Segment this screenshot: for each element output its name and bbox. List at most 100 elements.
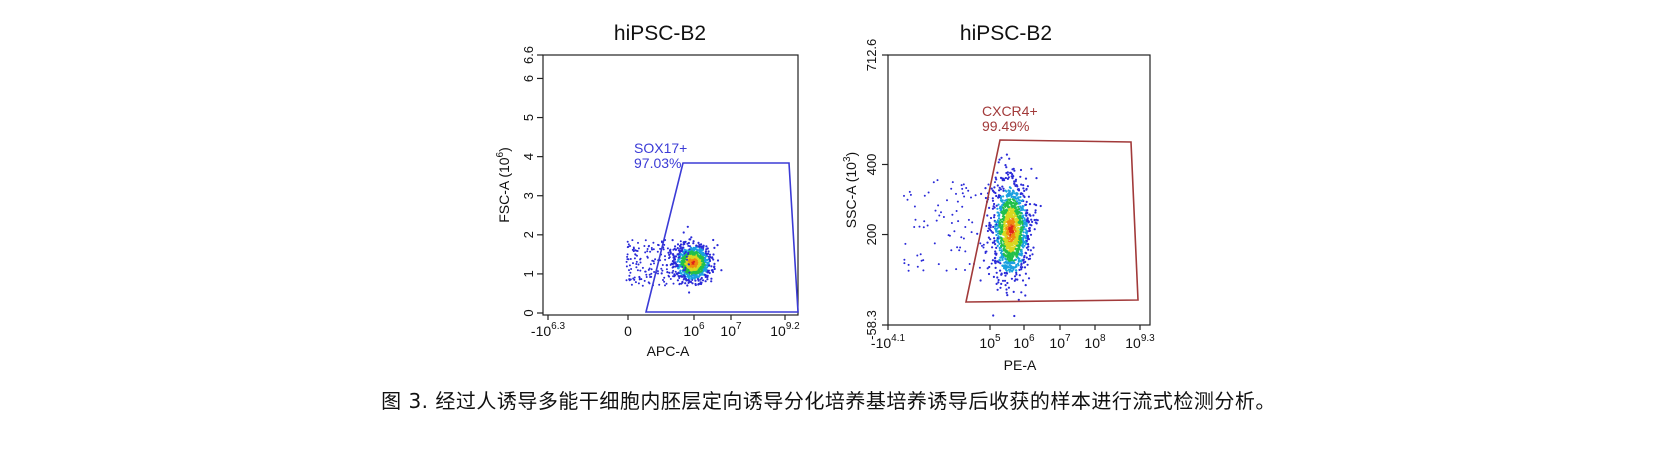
right-event-dot (991, 241, 995, 244)
left-x-label: APC-A (647, 343, 690, 359)
left-event-dot (684, 251, 687, 253)
right-event-dot (1022, 187, 1025, 190)
right-event-dot (1019, 234, 1022, 237)
left-event-dot (712, 258, 715, 261)
right-event-dot (994, 176, 997, 179)
left-gate-percent: 97.03% (634, 155, 681, 171)
right-event-dot (1003, 210, 1007, 213)
left-event-dot (662, 248, 665, 251)
right-event-dot (1007, 205, 1010, 208)
right-event-dot (988, 265, 991, 269)
left-event-dot (702, 254, 705, 257)
right-event-dot (1022, 231, 1025, 234)
right-event-dot (1008, 157, 1011, 160)
left-event-dot (652, 241, 655, 244)
right-event-dot (982, 243, 985, 246)
right-event-dot (994, 262, 997, 265)
right-event-dot (950, 249, 953, 252)
left-event-dot (694, 279, 697, 282)
right-event-dot (993, 202, 996, 206)
right-event-dot (1011, 177, 1014, 180)
right-event-dot (1015, 200, 1019, 203)
left-event-dot (691, 266, 694, 269)
right-event-dot (1023, 222, 1026, 225)
right-event-dot (955, 210, 958, 212)
right-event-dot (992, 314, 995, 317)
left-event-dot (625, 265, 628, 268)
right-event-dot (1011, 168, 1014, 171)
right-event-dot (1001, 206, 1005, 209)
right-event-dot (1004, 189, 1007, 192)
left-event-dot (639, 261, 642, 264)
right-event-dot (1022, 208, 1025, 211)
right-event-dot (1011, 243, 1014, 246)
right-event-dot (1015, 255, 1018, 258)
right-event-dot (1009, 242, 1013, 245)
right-event-dot (1009, 201, 1012, 204)
right-event-dot (1024, 251, 1027, 254)
right-event-dot (1024, 228, 1027, 231)
right-event-dot (986, 267, 989, 270)
right-event-dot (996, 244, 999, 247)
right-event-dot (1003, 216, 1006, 219)
left-event-dot (627, 245, 630, 248)
left-event-dot (697, 282, 700, 286)
left-event-dot (681, 247, 684, 250)
left-event-dot (690, 257, 694, 260)
left-event-dot (658, 283, 661, 286)
right-event-dot (970, 196, 972, 199)
right-event-dot (1015, 249, 1019, 252)
right-event-dot (999, 269, 1002, 272)
left-event-dot (628, 274, 631, 277)
right-event-dot (957, 220, 960, 223)
right-event-dot (982, 246, 985, 249)
right-event-dot (996, 227, 999, 230)
left-event-dot (665, 268, 668, 271)
right-event-dot (1002, 203, 1006, 206)
right-event-dot (1023, 189, 1026, 192)
left-event-dot (701, 271, 704, 274)
left-event-dot (671, 253, 675, 256)
right-event-dot (1033, 218, 1036, 222)
left-event-dot (684, 269, 687, 271)
right-event-dot (1009, 187, 1012, 190)
right-event-dot (1022, 235, 1026, 238)
right-x-tick-label: 108 (1084, 333, 1106, 351)
left-event-dot (687, 260, 690, 263)
right-event-dot (1016, 213, 1019, 216)
left-event-dot (629, 271, 632, 274)
right-event-dot (992, 190, 995, 193)
right-event-dot (1029, 233, 1033, 236)
left-event-dot (703, 258, 707, 261)
left-event-dot (704, 267, 707, 270)
right-event-dot (1010, 265, 1013, 268)
right-event-dot (987, 236, 991, 239)
left-event-dot (683, 240, 686, 243)
right-event-dot (1004, 236, 1007, 240)
left-event-dot (627, 243, 630, 246)
left-event-dot (628, 269, 630, 272)
right-y-axis: -58.3 200 400 712.6 (864, 39, 888, 340)
right-event-dot (1005, 288, 1008, 291)
right-event-dot (926, 224, 929, 227)
right-event-dot (1013, 245, 1016, 248)
right-event-dot (981, 244, 983, 247)
left-event-dot (641, 266, 644, 269)
left-event-dot (706, 271, 709, 274)
right-event-dot (994, 250, 997, 253)
right-event-dot (961, 187, 964, 190)
left-event-dot (649, 250, 652, 253)
right-event-dot (993, 237, 996, 240)
right-event-dot (998, 224, 1001, 227)
right-event-dot (997, 195, 1000, 199)
left-event-dot (651, 259, 654, 262)
left-event-dot (672, 248, 675, 251)
right-event-dot (997, 161, 1000, 164)
left-event-dot (710, 280, 713, 283)
right-event-dot (1010, 211, 1013, 214)
right-event-dot (1028, 229, 1031, 233)
right-event-dot (1015, 192, 1018, 195)
right-event-dot (999, 205, 1002, 208)
left-event-dot (669, 248, 672, 251)
right-event-dot (1027, 220, 1030, 223)
